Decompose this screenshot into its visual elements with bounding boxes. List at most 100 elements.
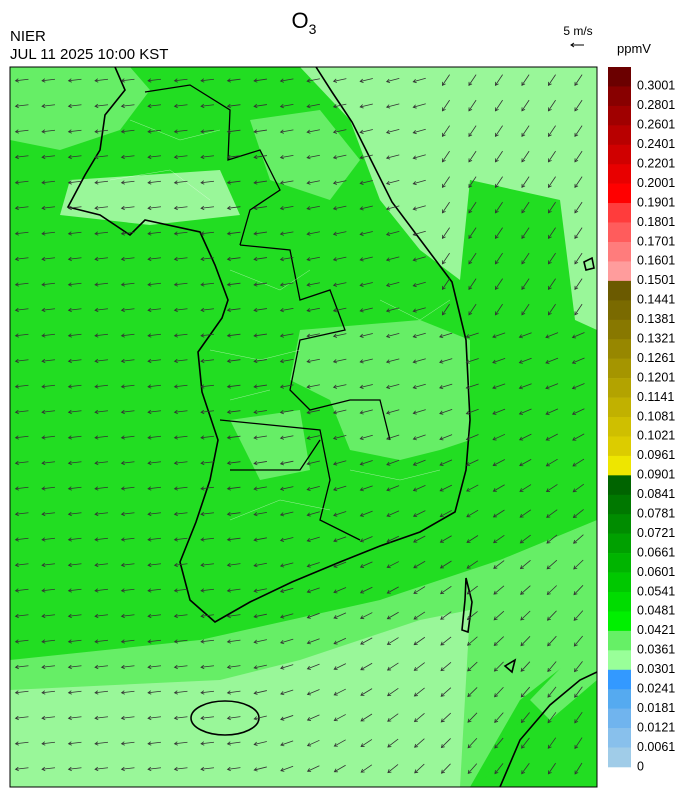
wind-arrow [200, 180, 215, 185]
wind-arrow [547, 227, 556, 240]
wind-arrow [359, 561, 373, 568]
wind-arrow [413, 662, 425, 671]
wind-arrow [412, 307, 426, 313]
colorbar-label: 0.2601 [637, 118, 675, 132]
wind-arrow [306, 384, 320, 389]
wind-arrow [253, 690, 267, 695]
wind-arrow [333, 764, 346, 773]
wind-arrow [333, 739, 346, 747]
wind-arrow [468, 99, 477, 112]
wind-arrow [387, 687, 399, 697]
wind-arrow [94, 639, 109, 644]
wind-arrow [120, 741, 135, 746]
wind-arrow [147, 588, 162, 593]
wind-arrow [412, 281, 426, 288]
wind-arrow [360, 612, 373, 620]
wind-arrow [547, 278, 556, 291]
title: O3 [292, 8, 317, 37]
wind-arrow [521, 303, 530, 316]
wind-arrow [94, 715, 109, 721]
wind-arrow [94, 333, 109, 338]
wind-arrow [200, 78, 215, 83]
wind-arrow [226, 78, 241, 83]
wind-arrow [465, 358, 479, 364]
wind-arrow [412, 103, 426, 109]
wind-arrow [333, 536, 347, 543]
wind-arrow [147, 307, 162, 313]
wind-arrow [120, 588, 135, 593]
wind-arrow [173, 129, 188, 134]
wind-arrow [519, 484, 532, 492]
wind-arrow [41, 307, 56, 313]
wind-arrow [306, 358, 320, 364]
wind-arrow [494, 686, 504, 698]
wind-arrow [253, 180, 267, 185]
wind-arrow [41, 562, 56, 568]
wind-arrow [359, 307, 373, 313]
wind-arrow [359, 358, 373, 364]
colorbar-segment [608, 728, 631, 748]
wind-arrow [173, 460, 188, 466]
wind-arrow [94, 588, 109, 593]
wind-arrow [518, 408, 532, 415]
wind-arrow [439, 535, 452, 543]
wind-arrow [67, 231, 82, 236]
wind-arrow [519, 459, 532, 467]
wind-arrow [94, 154, 109, 160]
wind-arrow [494, 227, 503, 240]
wind-arrow [279, 486, 294, 491]
wind-arrow [494, 99, 503, 112]
wind-arrow [545, 357, 559, 364]
wind-arrow [571, 357, 585, 364]
field-patch [250, 110, 360, 200]
wind-arrow [520, 661, 531, 672]
wind-arrow [306, 307, 320, 313]
wind-arrow [332, 78, 347, 83]
wind-arrow [494, 74, 503, 87]
colorbar-label: 0.1701 [637, 234, 675, 248]
wind-arrow [441, 150, 450, 163]
wind-arrow [14, 384, 29, 389]
colorbar-label: 0.1021 [637, 429, 675, 443]
wind-arrow [440, 687, 452, 697]
wind-arrow [147, 129, 162, 134]
wind-arrow [493, 534, 505, 544]
wind-arrow [572, 483, 585, 493]
wind-arrow [200, 486, 215, 491]
wind-arrow [120, 409, 135, 415]
wind-arrow [147, 664, 162, 670]
wind-arrow [200, 231, 215, 236]
colorbar-label: 0.0361 [637, 643, 675, 657]
wind-arrow [493, 610, 505, 621]
wind-arrow [332, 103, 347, 109]
colorbar-label: 0.1141 [637, 390, 674, 404]
wind-arrow [571, 383, 585, 390]
wind-arrow [440, 662, 452, 672]
wind-arrow [521, 201, 530, 214]
wind-arrow [200, 613, 215, 619]
colorbar-label: 0.0541 [637, 584, 675, 598]
wind-arrow [574, 227, 583, 240]
wind-arrow [41, 78, 56, 83]
wind-arrow [333, 714, 346, 722]
wind-arrow [253, 409, 267, 415]
wind-arrow [67, 486, 82, 491]
wind-arrow [518, 383, 532, 390]
wind-arrow [94, 690, 109, 695]
wind-arrow [306, 333, 320, 338]
wind-arrow [332, 384, 347, 389]
wind-arrow [572, 433, 585, 441]
wind-arrow [200, 562, 215, 568]
wind-arrow [226, 537, 241, 542]
wind-arrow [521, 74, 530, 87]
wind-arrow [67, 588, 82, 593]
wind-arrow [67, 639, 82, 644]
wind-arrow [386, 662, 399, 671]
wind-arrow [574, 737, 583, 750]
wind-arrow [41, 690, 56, 695]
wind-arrow [279, 333, 294, 338]
wind-arrow [332, 333, 347, 338]
colorbar-segment [608, 592, 631, 612]
wind-arrow [359, 333, 373, 338]
wind-arrow [147, 537, 162, 542]
